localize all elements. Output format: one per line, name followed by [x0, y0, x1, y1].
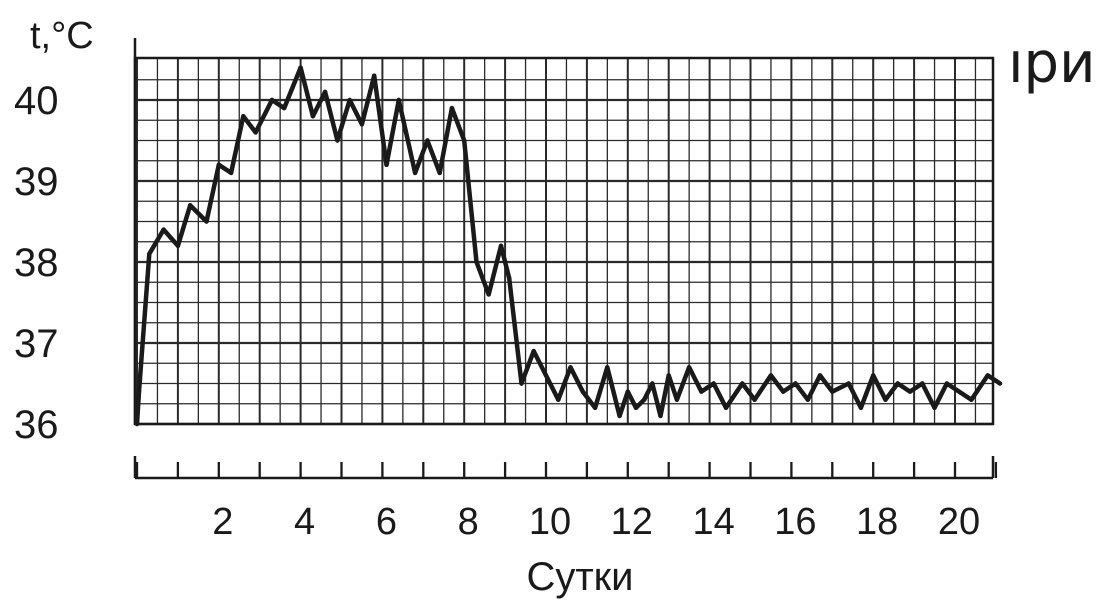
- temperature-point: [396, 97, 401, 103]
- x-tick-label: 18: [856, 501, 898, 543]
- temperature-point: [740, 381, 745, 386]
- temperature-point: [883, 397, 888, 402]
- temperature-point: [412, 170, 418, 176]
- temperature-point: [216, 162, 221, 167]
- temperature-point: [711, 381, 716, 386]
- temperature-point: [633, 405, 639, 410]
- temperature-point: [310, 114, 316, 119]
- temperature-point: [449, 105, 455, 111]
- temperature-point: [686, 365, 692, 370]
- ticks: 2 4 6 8 10 12 14 16 18 20 36 37 38 39 40: [14, 79, 998, 543]
- temperature-point: [425, 138, 430, 143]
- temperature-point: [781, 389, 786, 394]
- temperature-point: [625, 389, 630, 394]
- temperature-point: [347, 97, 352, 103]
- y-axis-title: t,°C: [30, 15, 94, 57]
- x-tick-label: 4: [294, 501, 315, 543]
- temperature-point: [805, 397, 810, 402]
- temperature-point: [507, 276, 512, 281]
- temperature-point: [543, 373, 549, 378]
- temperature-point: [384, 162, 389, 167]
- temperature-point: [674, 397, 680, 402]
- clipped-side-text: ıри: [1008, 31, 1096, 96]
- temperature-point: [147, 251, 152, 257]
- temperature-line: [134, 65, 1003, 427]
- temperature-point: [204, 219, 209, 224]
- x-tick-label: 6: [376, 501, 397, 543]
- temperature-point: [136, 389, 142, 394]
- temperature-point: [134, 421, 140, 427]
- temperature-point: [658, 413, 663, 419]
- temperature-point: [161, 227, 166, 232]
- x-tick-label: 10: [529, 501, 571, 543]
- temperature-point: [617, 413, 622, 419]
- temperature-point: [956, 389, 962, 394]
- axes: [133, 38, 995, 480]
- temperature-point: [269, 97, 275, 103]
- temperature-point: [895, 381, 900, 386]
- y-tick-label: 37: [14, 322, 59, 366]
- temperature-point: [650, 381, 655, 386]
- temperature-point: [241, 114, 246, 119]
- temperature-point: [322, 89, 328, 95]
- x-axis-title: Сутки: [526, 555, 633, 599]
- x-tick-label: 2: [212, 501, 233, 543]
- temperature-point: [580, 389, 585, 394]
- temperature-point: [666, 373, 671, 378]
- temperature-point: [752, 397, 757, 402]
- y-tick-label: 36: [14, 403, 59, 447]
- temperature-point: [298, 65, 303, 70]
- temperature-point: [282, 105, 287, 111]
- temperature-point: [605, 365, 610, 370]
- temperature-point: [592, 405, 598, 410]
- temperature-point: [437, 170, 442, 176]
- temperature-point: [907, 389, 913, 394]
- temperature-point: [568, 365, 573, 370]
- y-tick-label: 40: [14, 79, 59, 123]
- temperature-point: [817, 373, 823, 378]
- temperature-point: [228, 170, 234, 176]
- temperature-point: [642, 397, 647, 402]
- x-tick-label: 8: [458, 501, 479, 543]
- series-layer: [134, 65, 1003, 427]
- temperature-point: [944, 381, 949, 386]
- temperature-point: [846, 381, 851, 386]
- temperature-point: [768, 373, 774, 378]
- temperature-point: [699, 389, 704, 394]
- temperature-point: [969, 397, 974, 402]
- y-tick-label: 38: [14, 241, 59, 285]
- temperature-point: [871, 373, 876, 378]
- temperature-point: [858, 405, 864, 410]
- temperature-point: [335, 138, 340, 143]
- x-tick-label: 20: [938, 501, 980, 543]
- temperature-point: [531, 348, 536, 354]
- temperature-point: [519, 381, 524, 386]
- temperature-point: [932, 405, 937, 410]
- temperature-point: [985, 373, 990, 378]
- temperature-point: [359, 122, 365, 127]
- temperature-point: [253, 130, 258, 135]
- temperature-point: [498, 243, 504, 248]
- temperature-point: [920, 381, 925, 386]
- temperature-point: [372, 73, 377, 78]
- x-tick-label: 14: [692, 501, 734, 543]
- temperature-point: [486, 292, 491, 297]
- x-tick-label: 12: [611, 501, 653, 543]
- temperature-point: [474, 259, 479, 265]
- temperature-point: [175, 243, 181, 248]
- temperature-point: [556, 397, 561, 402]
- temperature-point: [462, 138, 467, 143]
- temperature-point: [997, 381, 1003, 386]
- temperature-point: [188, 203, 193, 208]
- temperature-point: [723, 405, 729, 410]
- x-tick-label: 16: [774, 501, 816, 543]
- temperature-point: [793, 381, 798, 386]
- y-tick-label: 39: [14, 160, 59, 204]
- temperature-point: [830, 389, 835, 394]
